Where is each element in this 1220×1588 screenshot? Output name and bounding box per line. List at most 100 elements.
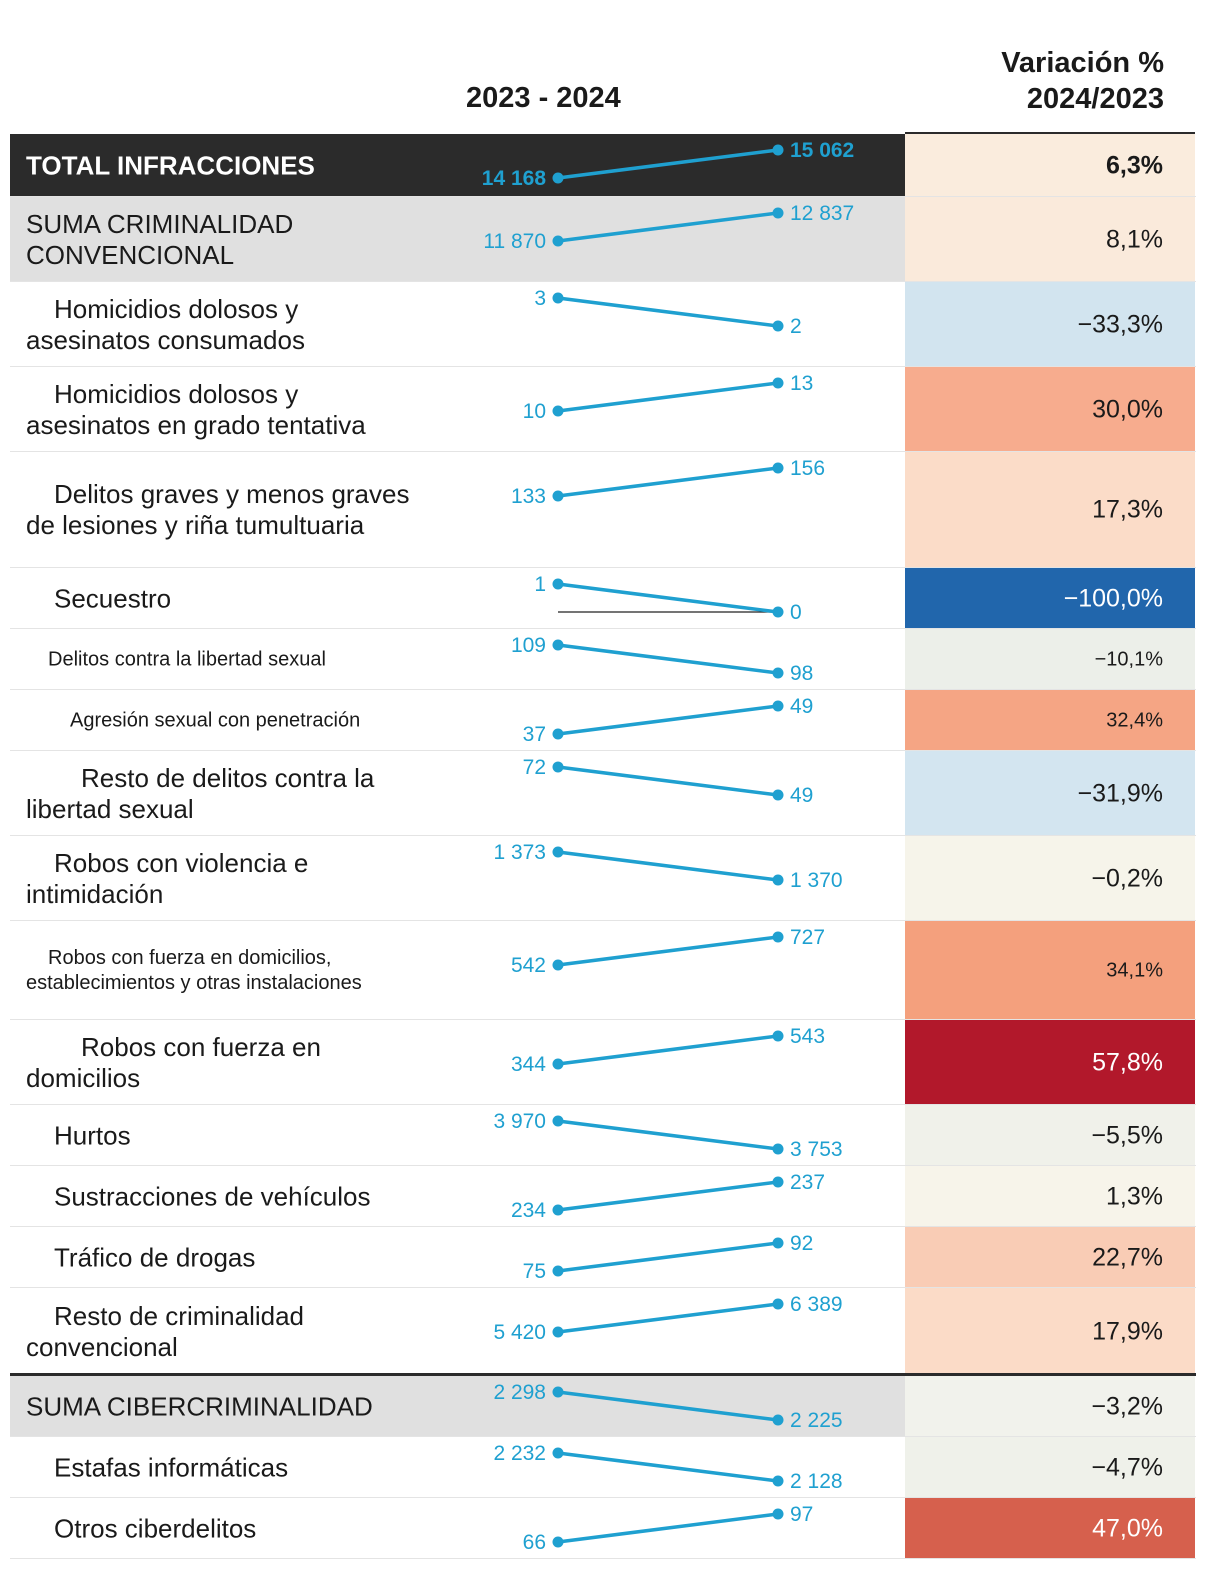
- variation-cell: −33,3%: [905, 282, 1195, 367]
- row-separator: [10, 750, 1196, 751]
- variation-value: −4,7%: [1091, 1453, 1163, 1481]
- variation-value: 17,3%: [1092, 495, 1163, 524]
- row-separator: [10, 1558, 1196, 1559]
- table-row: Tráfico de drogas 22,7%: [10, 1227, 1196, 1288]
- variation-value: 22,7%: [1092, 1243, 1163, 1271]
- variation-header-line1: Variación %: [1001, 47, 1164, 79]
- row-separator: [10, 366, 1196, 367]
- row-label: Delitos graves y menos graves de lesione…: [26, 479, 410, 540]
- row-separator: [10, 1226, 1196, 1227]
- row-separator: [10, 1436, 1196, 1437]
- row-separator: [10, 1165, 1196, 1166]
- table-row: SUMA CIBERCRIMINALIDAD −3,2%: [10, 1376, 1196, 1437]
- row-separator: [10, 196, 1196, 197]
- variation-value: −5,5%: [1091, 1121, 1163, 1149]
- slope-table: TOTAL INFRACCIONES 6,3% SUMA CRIMINALIDAD …: [10, 0, 1196, 1588]
- variation-cell: 6,3%: [905, 134, 1195, 197]
- row-label: Estafas informáticas: [54, 1452, 289, 1482]
- table-row: Secuestro −100,0%: [10, 568, 1196, 629]
- variation-cell: 1,3%: [905, 1166, 1195, 1227]
- table-row: Hurtos −5,5%: [10, 1105, 1196, 1166]
- variation-top-rule: [905, 132, 1195, 135]
- years-header: 2023 - 2024: [466, 82, 621, 114]
- table-row: Sustracciones de vehículos 1,3%: [10, 1166, 1196, 1227]
- row-label: Resto de delitos contra la libertad sexu…: [26, 762, 375, 824]
- table-row: Estafas informáticas −4,7%: [10, 1437, 1196, 1498]
- row-separator: [10, 628, 1196, 629]
- row-label: Hurtos: [54, 1120, 131, 1150]
- variation-cell: 47,0%: [905, 1498, 1195, 1559]
- row-label: Homicidios dolosos y asesinatos consumad…: [26, 293, 305, 355]
- variation-cell: 8,1%: [905, 197, 1195, 282]
- row-separator: [10, 920, 1196, 921]
- table-row: Agresión sexual con penetración 32,4%: [10, 690, 1196, 751]
- variation-cell: 17,3%: [905, 452, 1195, 568]
- variation-cell: 22,7%: [905, 1227, 1195, 1288]
- variation-cell: −10,1%: [905, 629, 1195, 690]
- row-separator: [10, 1019, 1196, 1020]
- row-label: Otros ciberdelitos: [54, 1513, 257, 1543]
- row-label: Tráfico de drogas: [54, 1242, 256, 1272]
- table-row: Robos con fuerza en domicilios 57,8%: [10, 1020, 1196, 1105]
- row-label: Robos con fuerza en domicilios: [26, 1031, 321, 1093]
- row-separator: [10, 689, 1196, 690]
- row-separator: [10, 1497, 1196, 1498]
- table-row: TOTAL INFRACCIONES 6,3%: [10, 134, 1196, 197]
- variation-value: 30,0%: [1092, 395, 1163, 423]
- variation-cell: −100,0%: [905, 568, 1195, 629]
- variation-header-line2: 2024/2023: [1026, 83, 1164, 115]
- variation-cell: −31,9%: [905, 751, 1195, 836]
- row-separator: [10, 567, 1196, 568]
- variation-value: 8,1%: [1106, 225, 1163, 253]
- variation-cell: 17,9%: [905, 1288, 1195, 1376]
- row-separator: [10, 451, 1196, 452]
- row-label: Secuestro: [54, 583, 172, 613]
- variation-value: −0,2%: [1091, 864, 1163, 892]
- table-row: Otros ciberdelitos 47,0%: [10, 1498, 1196, 1559]
- table-row: Delitos graves y menos graves de lesione…: [10, 452, 1196, 568]
- row-label: Homicidios dolosos y asesinatos en grado…: [26, 378, 366, 440]
- variation-cell: −4,7%: [905, 1437, 1195, 1498]
- row-separator: [10, 281, 1196, 282]
- row-label: Sustracciones de vehículos: [54, 1181, 371, 1211]
- variation-value: 32,4%: [1106, 709, 1163, 731]
- variation-value: −10,1%: [1094, 648, 1163, 670]
- variation-value: −3,2%: [1091, 1392, 1163, 1420]
- row-label: SUMA CRIMINALIDAD CONVENCIONAL: [26, 208, 294, 270]
- table-row: SUMA CRIMINALIDAD CONVENCIONAL 8,1%: [10, 197, 1196, 282]
- table-row: Resto de criminalidad convencional 17,9%: [10, 1288, 1196, 1376]
- table-row: Robos con fuerza en domicilios, establec…: [10, 921, 1196, 1020]
- row-label: Robos con violencia e intimidación: [26, 847, 309, 909]
- variation-value: 34,1%: [1106, 959, 1163, 981]
- row-label: SUMA CIBERCRIMINALIDAD: [26, 1391, 373, 1421]
- variation-value: 57,8%: [1092, 1048, 1163, 1076]
- row-label: Delitos contra la libertad sexual: [48, 648, 326, 670]
- row-separator: [10, 1104, 1196, 1105]
- table-row: Delitos contra la libertad sexual −10,1%: [10, 629, 1196, 690]
- variation-cell: 30,0%: [905, 367, 1195, 452]
- row-label: Agresión sexual con penetración: [70, 709, 361, 731]
- variation-value: −31,9%: [1077, 779, 1164, 807]
- variation-cell: 32,4%: [905, 690, 1195, 751]
- variation-value: 6,3%: [1106, 151, 1163, 179]
- variation-value: 17,9%: [1092, 1317, 1163, 1346]
- variation-value: −100,0%: [1063, 584, 1163, 612]
- variation-header: Variación % 2024/2023: [960, 45, 1164, 117]
- table-row: Homicidios dolosos y asesinatos consumad…: [10, 282, 1196, 367]
- variation-value: 1,3%: [1106, 1182, 1163, 1210]
- variation-value: 47,0%: [1092, 1514, 1163, 1542]
- row-separator: [10, 835, 1196, 836]
- variation-value: −33,3%: [1077, 310, 1164, 338]
- table-row: Resto de delitos contra la libertad sexu…: [10, 751, 1196, 836]
- variation-cell: −5,5%: [905, 1105, 1195, 1166]
- row-separator: [10, 1287, 1196, 1288]
- row-label: TOTAL INFRACCIONES: [26, 150, 315, 180]
- row-separator: [10, 1373, 1196, 1376]
- row-label: Robos con fuerza en domicilios, establec…: [26, 946, 362, 994]
- variation-cell: 57,8%: [905, 1020, 1195, 1105]
- variation-cell: −0,2%: [905, 836, 1195, 921]
- variation-cell: 34,1%: [905, 921, 1195, 1020]
- variation-cell: −3,2%: [905, 1376, 1195, 1437]
- table-row: Robos con violencia e intimidación −0,2%: [10, 836, 1196, 921]
- table-row: Homicidios dolosos y asesinatos en grado…: [10, 367, 1196, 452]
